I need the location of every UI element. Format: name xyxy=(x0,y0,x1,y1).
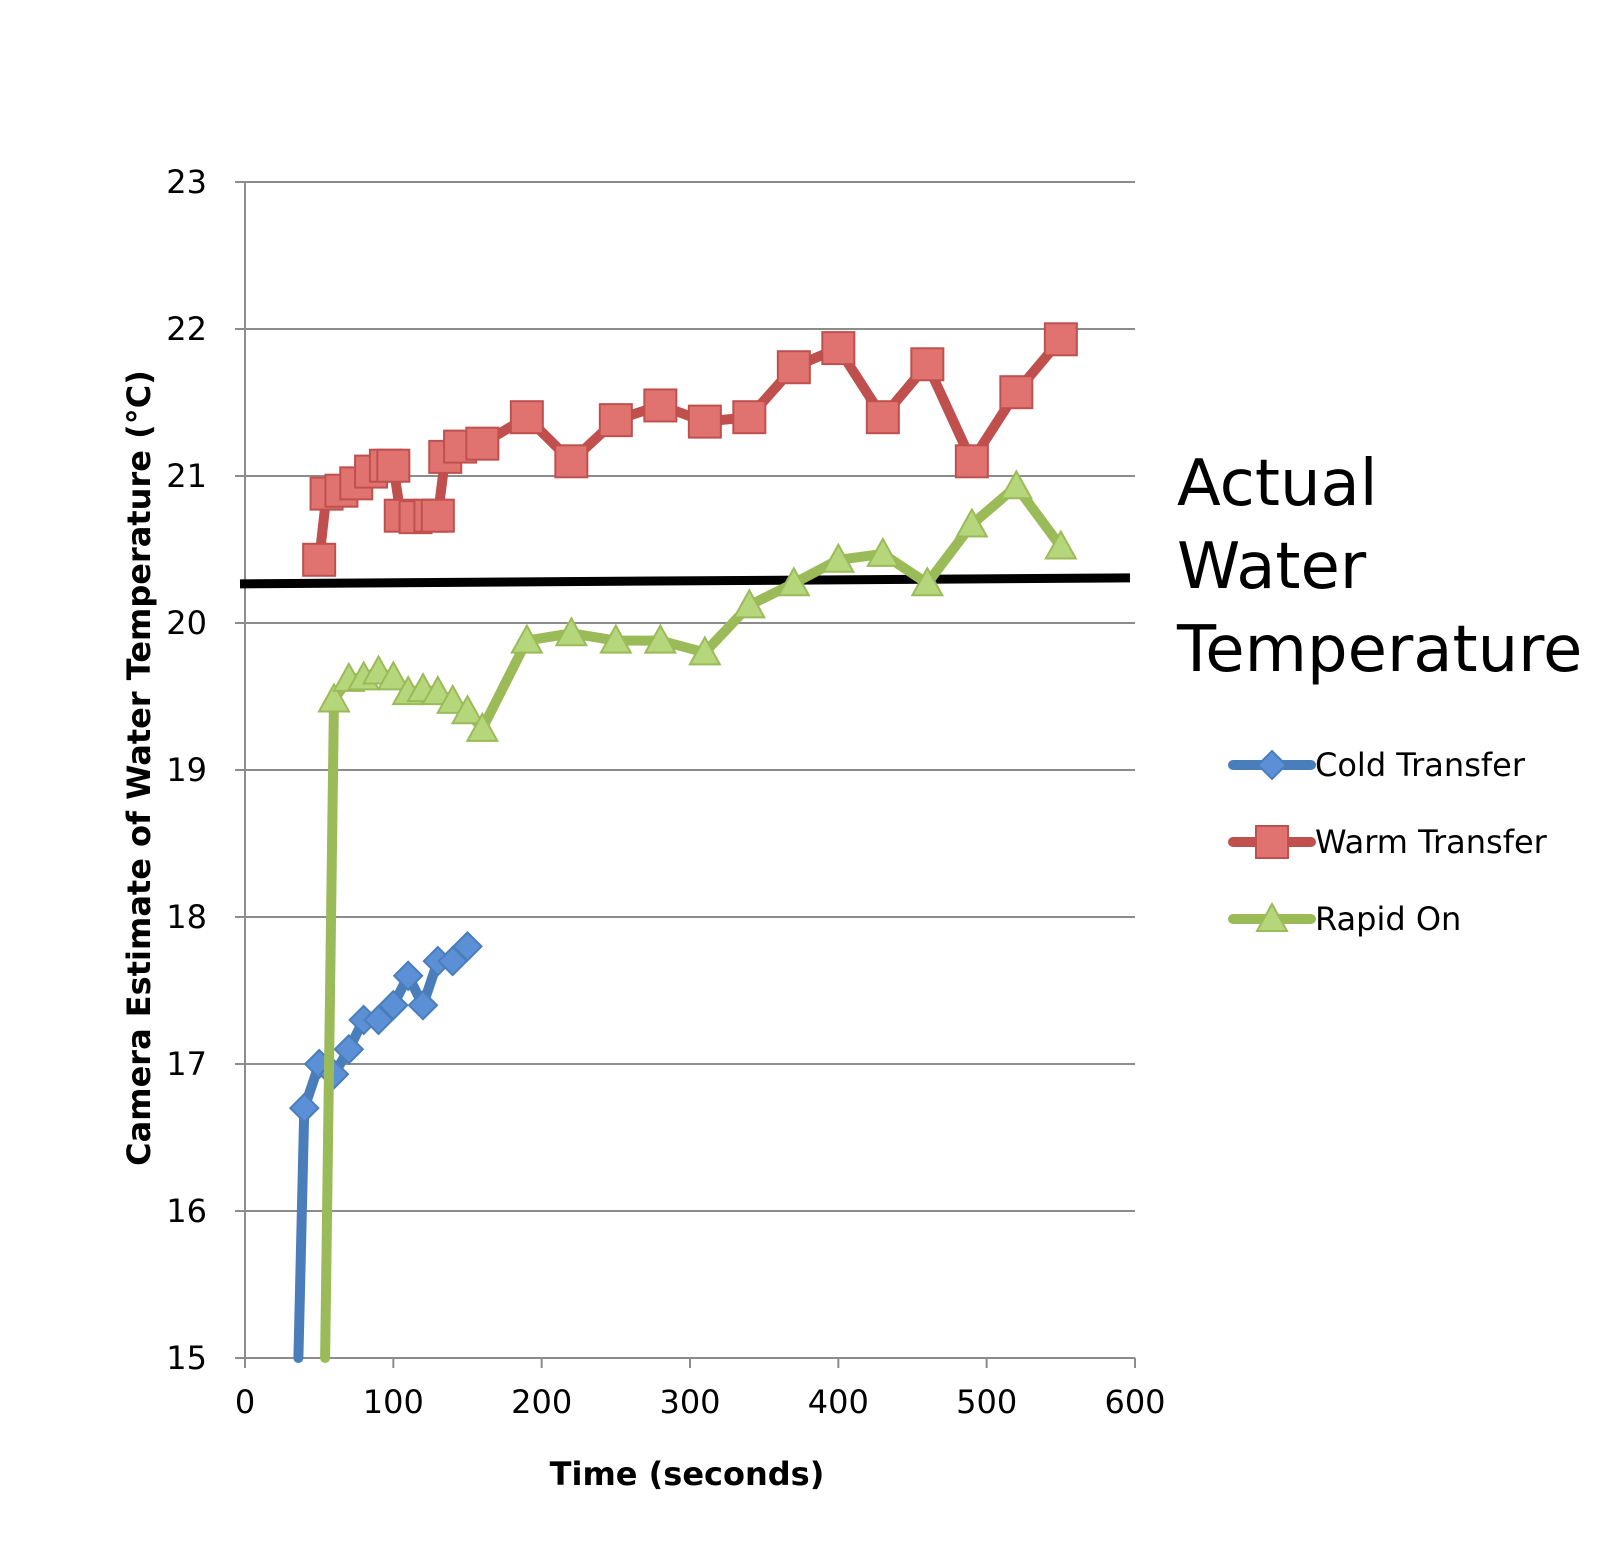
data-point xyxy=(392,960,424,992)
data-point xyxy=(465,711,500,742)
data-point xyxy=(999,469,1034,500)
legend-marker xyxy=(1255,825,1289,859)
y-tick-label: 22 xyxy=(166,310,207,348)
x-tick-label: 200 xyxy=(511,1383,572,1421)
data-point xyxy=(450,694,485,725)
data-point xyxy=(777,566,811,597)
data-point xyxy=(599,623,633,654)
data-point xyxy=(333,1033,365,1065)
data-point xyxy=(910,566,945,597)
y-tick-label: 17 xyxy=(166,1045,207,1083)
legend-item: Warm Transfer xyxy=(1228,823,1548,861)
data-point xyxy=(1044,529,1078,560)
data-point xyxy=(1043,322,1078,357)
y-axis-title: Camera Estimate of Water Temperature (°C… xyxy=(120,370,158,1166)
series-rapid-on xyxy=(317,469,1078,1363)
legend-marker xyxy=(1256,749,1288,781)
data-point xyxy=(452,930,483,962)
legend-label: Warm Transfer xyxy=(1315,823,1548,861)
y-tick-label: 23 xyxy=(166,163,207,201)
x-tick-label: 0 xyxy=(235,1383,255,1421)
data-point xyxy=(866,536,900,567)
data-point xyxy=(821,542,856,573)
data-point xyxy=(687,404,722,439)
annotation-line: Temperature xyxy=(1176,613,1582,687)
data-point xyxy=(598,403,633,438)
data-point xyxy=(955,507,989,538)
data-point xyxy=(643,388,678,423)
data-point xyxy=(376,448,411,483)
legend-marker xyxy=(1255,901,1289,932)
y-tick-label: 16 xyxy=(166,1192,207,1230)
tick-labels: 15 16 17 18 19 20 21 22 23 0 100 200 300 400 500 600 xyxy=(166,163,1165,1421)
gridlines xyxy=(235,181,1135,1359)
data-point xyxy=(377,989,409,1021)
actual-water-temperature-annotation: Actual Water Temperature xyxy=(1176,447,1582,687)
data-point xyxy=(910,347,945,382)
y-tick-label: 19 xyxy=(166,751,207,789)
data-point xyxy=(999,375,1034,410)
series-line xyxy=(320,481,1066,1363)
x-tick-label: 400 xyxy=(808,1383,869,1421)
axes xyxy=(244,182,1136,1368)
x-tick-label: 100 xyxy=(363,1383,424,1421)
y-tick-label: 15 xyxy=(166,1339,207,1377)
legend-label: Rapid On xyxy=(1315,900,1461,938)
data-point xyxy=(509,400,544,435)
data-point xyxy=(865,400,900,435)
x-axis-title: Time (seconds) xyxy=(550,1455,825,1493)
annotation-line: Water xyxy=(1177,530,1367,604)
data-point xyxy=(554,444,589,479)
legend-item: Cold Transfer xyxy=(1228,746,1526,784)
series-layer xyxy=(288,322,1078,1363)
data-point xyxy=(407,989,439,1021)
data-point xyxy=(376,660,411,691)
legend: Cold Transfer Warm Transfer Rapid On xyxy=(1228,746,1548,938)
series-warm-transfer xyxy=(302,322,1078,577)
data-point xyxy=(821,331,856,366)
y-tick-label: 20 xyxy=(166,604,207,642)
y-tick-label: 21 xyxy=(166,457,207,495)
data-point xyxy=(643,623,678,654)
x-tick-label: 600 xyxy=(1104,1383,1165,1421)
data-point xyxy=(732,400,767,435)
data-point xyxy=(554,616,589,647)
x-tick-label: 300 xyxy=(659,1383,720,1421)
data-point xyxy=(688,635,722,666)
data-point xyxy=(435,683,470,714)
data-point xyxy=(302,542,337,577)
series-cold-transfer xyxy=(288,930,483,1363)
data-point xyxy=(317,682,351,713)
data-point xyxy=(510,623,544,654)
data-point xyxy=(288,1092,320,1124)
annotation-line: Actual xyxy=(1177,447,1378,521)
data-point xyxy=(363,1004,394,1036)
data-point xyxy=(465,426,500,461)
reference-line xyxy=(239,573,1131,589)
data-point xyxy=(437,945,469,977)
data-point xyxy=(420,498,455,533)
x-tick-label: 500 xyxy=(956,1383,1017,1421)
data-point xyxy=(732,588,767,619)
legend-item: Rapid On xyxy=(1228,900,1461,938)
y-tick-label: 18 xyxy=(166,898,207,936)
actual-temperature-line xyxy=(239,573,1131,589)
legend-label: Cold Transfer xyxy=(1315,746,1526,784)
data-point xyxy=(776,350,811,385)
data-point xyxy=(954,444,989,479)
